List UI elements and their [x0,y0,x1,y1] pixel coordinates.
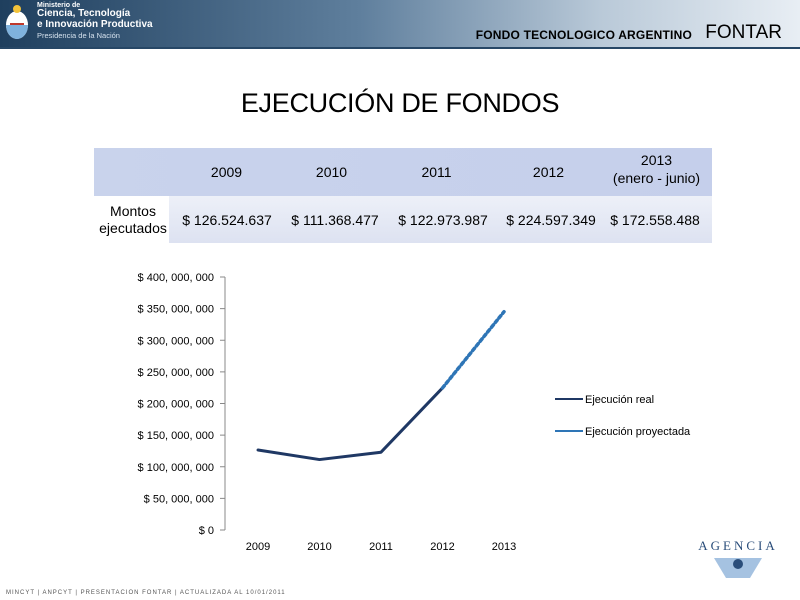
agencia-logo: AGENCIA [688,538,788,584]
fondo-label: FONDO TECNOLOGICO ARGENTINO [475,28,692,42]
ministry-line-3: e Innovación Productiva [37,18,153,30]
fontar-label: FONTAR [705,22,782,43]
y-tick-label: $ 250, 000, 000 [138,367,214,379]
series-line-ejecucion-proyectada [440,309,506,390]
argentina-coat-of-arms-icon [6,5,28,39]
legend-label: Ejecución real [585,394,654,406]
y-tick-label: $ 0 [199,525,214,537]
value-2011: $ 122.973.987 [398,212,488,228]
column-header-2013-year: 2013 [640,152,673,168]
x-tick-label: 2013 [492,541,516,552]
column-header-2013: 2013 (enero - junio) [601,152,712,187]
y-tick-label: $ 300, 000, 000 [138,335,214,347]
ministry-line-2: Ciencia, Tecnología [37,8,131,20]
row-label-line-1: Montos [110,203,156,219]
agencia-logo-text: AGENCIA [698,538,778,553]
funds-line-chart: $ 0 $ 50, 000, 000 $ 100, 000, 000 $ 150, 0… [138,272,692,552]
y-tick-label: $ 100, 000, 000 [138,462,214,474]
y-tick-label: $ 200, 000, 000 [138,399,214,411]
column-header-2011: 2011 [421,164,452,180]
row-label-line-2: ejecutados [99,219,167,236]
column-header-2010: 2010 [315,164,348,180]
column-header-2009: 2009 [210,164,243,180]
ministry-line-4: Presidencia de la Nación [37,31,120,41]
y-tick-label: $ 50, 000, 000 [144,493,214,505]
ministry-name: Ministerio de Ciencia, Tecnología e Inno… [37,2,153,40]
y-tick-label: $ 150, 000, 000 [138,430,214,442]
row-label: Montos ejecutados [94,203,172,237]
footer-text: MINCYT | ANPCYT | PRESENTACION FONTAR | … [6,590,286,596]
header-banner: Ministerio de Ciencia, Tecnología e Inno… [0,0,800,47]
x-tick-label: 2011 [369,541,393,552]
funds-table: Montos ejecutados 2009 2010 2011 2012 20… [94,148,712,243]
series-line-ejecucion-real [256,386,444,462]
x-tick-label: 2009 [246,541,270,552]
value-2012: $ 224.597.349 [506,212,596,228]
page-title: EJECUCIÓN DE FONDOS [240,88,560,118]
column-header-2012: 2012 [532,164,565,180]
x-tick-label: 2010 [307,541,331,552]
y-tick-label: $ 400, 000, 000 [138,272,214,284]
column-header-2013-period: (enero - junio) [612,169,701,186]
sun-rays-icon [714,558,762,578]
value-2009: $ 126.524.637 [182,212,272,228]
value-2013: $ 172.558.488 [610,212,700,228]
table-value-row [169,196,712,243]
header-divider [0,47,800,49]
ministry-line-1: Ministerio de [37,2,81,9]
value-2010: $ 111.368.477 [291,212,379,228]
y-tick-label: $ 350, 000, 000 [138,304,214,316]
table-header-row [94,148,712,196]
x-tick-label: 2012 [430,541,454,552]
legend-label: Ejecución proyectada [585,426,691,438]
